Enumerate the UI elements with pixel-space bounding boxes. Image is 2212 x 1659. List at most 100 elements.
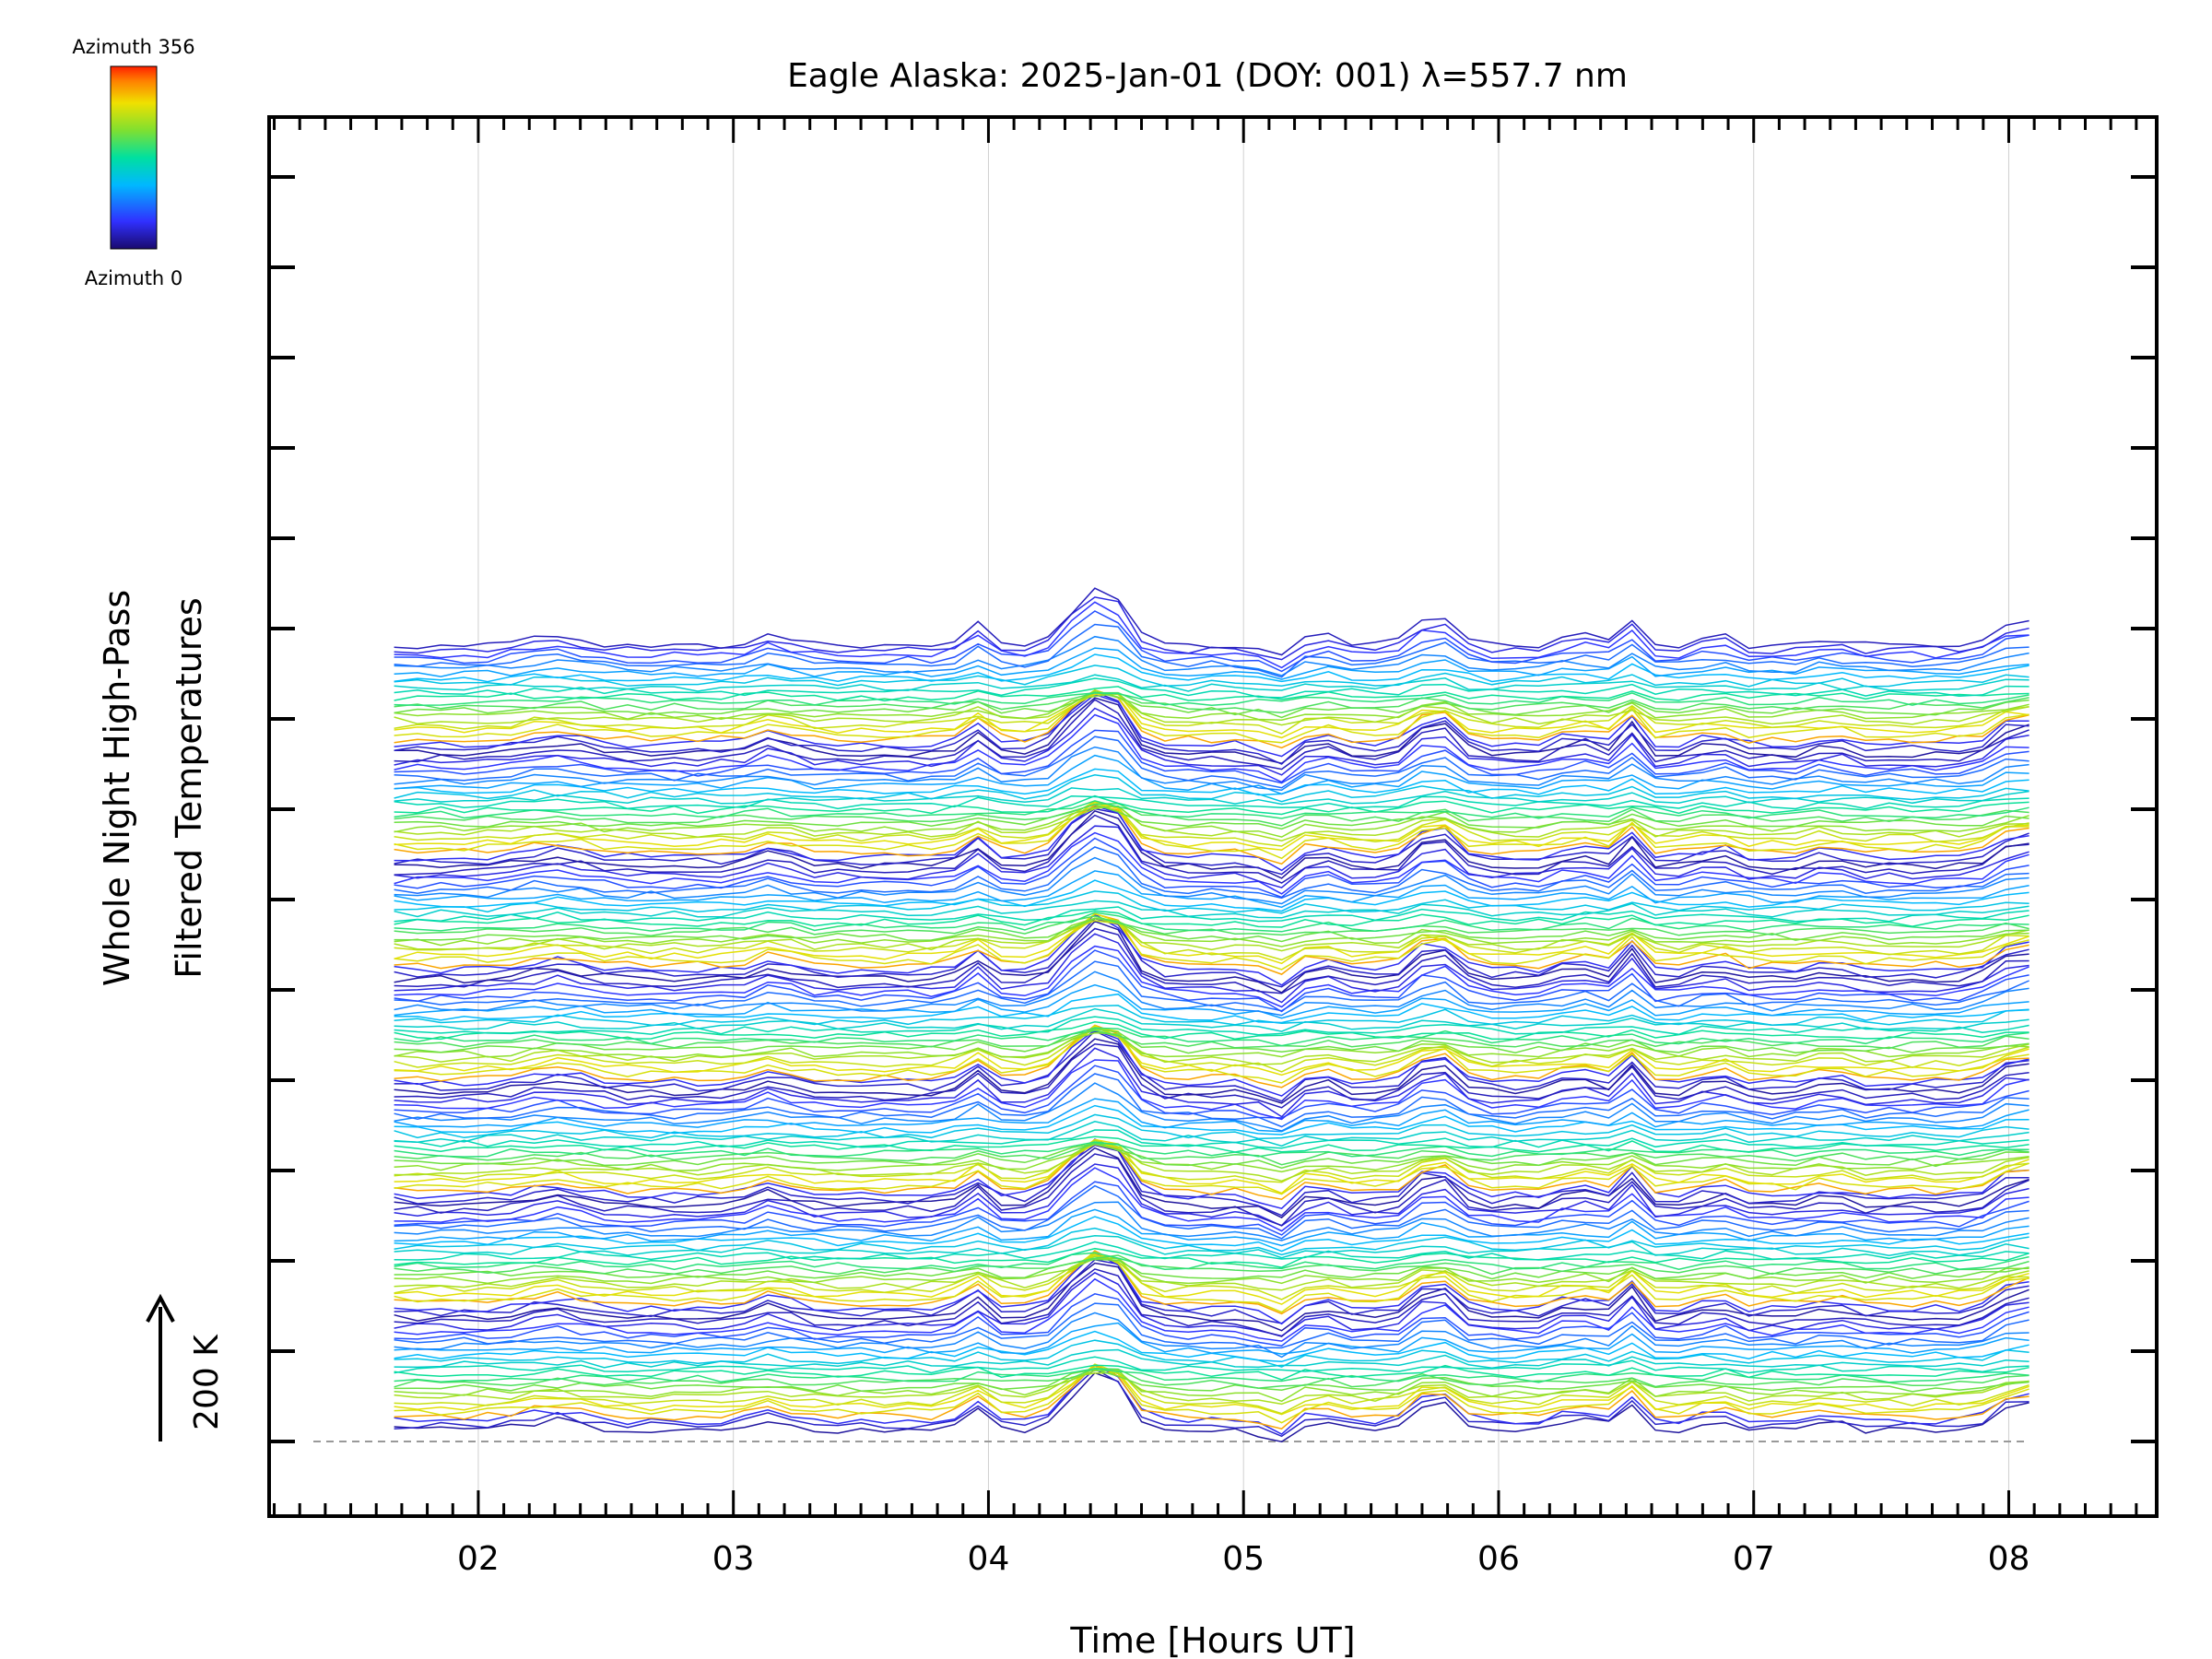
trace-line [394,912,2030,965]
trace-line [394,1363,2030,1416]
trace-line [394,1065,2030,1119]
trace-line [394,1143,2030,1166]
trace-line [394,1356,2030,1374]
colorbar: Azimuth 356 Azimuth 0 [72,36,194,289]
trace-line [394,1043,2030,1109]
trace-line [394,800,2030,847]
trace-line [394,993,2030,1024]
trace-line [394,689,2030,726]
trace-line [394,906,2030,923]
x-tick-label: 06 [1477,1540,1520,1578]
trace-line [394,1371,2030,1442]
trace-line [394,691,2030,765]
trace-line [394,1255,2030,1291]
trace-line [394,1029,2030,1065]
trace-line [394,913,2030,986]
trace-line [394,1024,2030,1077]
trace-line [394,1141,2030,1173]
trace-line [394,837,2030,899]
trace-line [394,1184,2030,1240]
trace-line [394,983,2030,1019]
trace-line [394,1247,2030,1268]
trace-line [394,945,2030,1008]
trace-line [394,623,2030,678]
trace-line [394,1364,2030,1381]
trace-line [394,787,2030,806]
colorbar-gradient [110,65,158,250]
trace-line [394,917,2030,971]
trace-line [394,949,2030,1013]
trace-line [394,1135,2030,1153]
trace-line [394,1028,2030,1054]
trace-line [394,1363,2030,1430]
trace-line [394,1129,2030,1149]
trace-line [394,774,2030,803]
trace-line [394,917,2030,947]
trace-line [394,692,2030,721]
trace-line [394,1026,2030,1073]
x-tick-label: 02 [457,1540,500,1578]
trace-line [394,1322,2030,1355]
trace-line [394,1144,2030,1217]
trace-line [394,810,2030,879]
trace-line [394,1181,2030,1236]
trace-line [394,1163,2030,1227]
trace-line [394,917,2030,988]
trace-line [394,1016,2030,1036]
trace-line [394,1312,2030,1359]
chart-title: Eagle Alaska: 2025-Jan-01 (DOY: 001) λ=5… [787,57,1628,95]
trace-line [394,900,2030,919]
trace-line [394,805,2030,841]
trace-line [394,768,2030,796]
trace-line [394,699,2030,771]
trace-line [394,1138,2030,1194]
trace-line [394,856,2030,905]
trace-line [394,1369,2030,1393]
trace-line [394,1167,2030,1232]
y-axis-label-line1: Whole Night High-Pass [97,590,137,986]
trace-line [394,1113,2030,1140]
colorbar-bottom-label: Azimuth 0 [85,267,183,289]
trace-line [394,746,2030,791]
trace-line [394,693,2030,758]
x-axis-label: Time [Hours UT] [1069,1620,1355,1659]
trace-line [394,971,2030,1017]
trace-line [394,917,2030,952]
trace-line [394,1367,2030,1415]
trace-line [394,920,2030,961]
trace-line [394,1253,2030,1305]
axis-ticks [269,117,2157,1516]
trace-line [394,1252,2030,1271]
trace-line [394,691,2030,735]
y-axis-label-line2: Filtered Temperatures [169,597,209,978]
scale-arrow-head [146,1293,175,1323]
trace-line [394,1047,2030,1118]
trace-line [394,1272,2030,1337]
trace-line [394,1005,2030,1027]
x-tick-label: 08 [1988,1540,2030,1578]
trace-line [394,677,2030,699]
trace-line [394,1031,2030,1059]
trace-line [394,1007,2030,1032]
trace-line [394,803,2030,827]
trace-line [394,735,2030,789]
trace-line [394,686,2030,702]
trace-line [394,1293,2030,1347]
trace-line [394,800,2030,819]
trace-line [394,1258,2030,1280]
trace-line [394,688,2030,749]
trace-line [394,1143,2030,1183]
trace-line [394,1024,2030,1088]
trace-line [394,692,2030,707]
trace-line [394,960,2030,1012]
trace-line [394,1121,2030,1147]
trace-line [394,927,2030,994]
trace-line [394,804,2030,830]
trace-line [394,596,2030,661]
x-tick-label: 07 [1733,1540,1775,1578]
trace-line [394,601,2030,669]
trace-line [394,1208,2030,1247]
scale-label: 200 K [188,1334,226,1430]
trace-line [394,1227,2030,1256]
